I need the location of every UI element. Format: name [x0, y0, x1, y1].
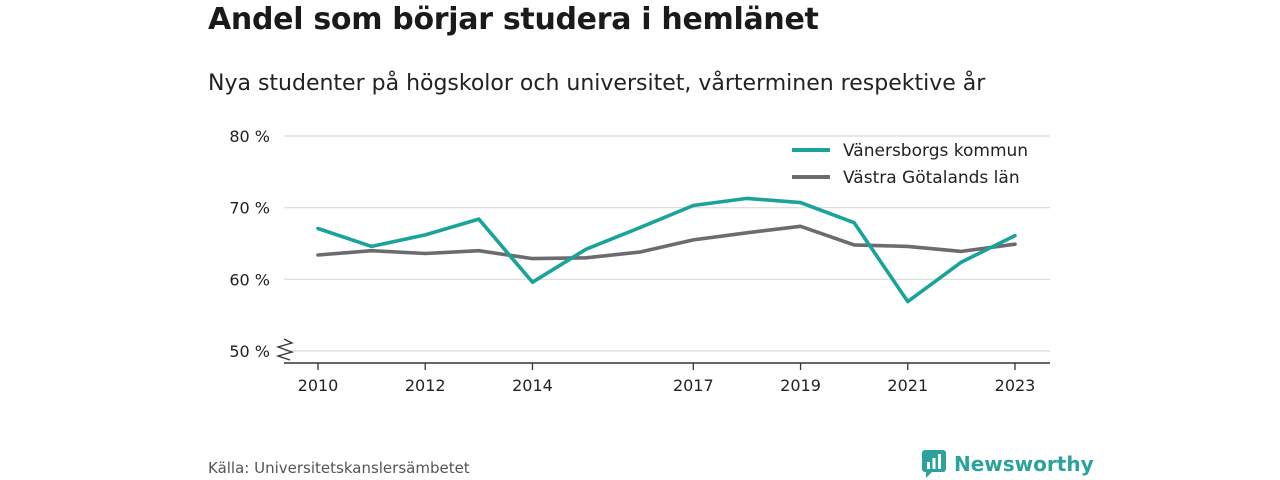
x-tick-label: 2019 [780, 376, 821, 395]
y-tick-label: 70 % [229, 199, 270, 218]
y-tick-label: 80 % [229, 127, 270, 146]
brand-name: Newsworthy [954, 452, 1094, 476]
x-tick-label: 2021 [887, 376, 928, 395]
x-tick-label: 2014 [512, 376, 553, 395]
brand-logo: Newsworthy [922, 450, 1094, 478]
x-tick-label: 2010 [298, 376, 339, 395]
bar-chart-speech-bubble-icon [922, 450, 946, 478]
zigzag-break-icon [275, 338, 295, 361]
x-tick-label: 2012 [405, 376, 446, 395]
chart-title: Andel som börjar studera i hemlänet [208, 2, 819, 37]
x-tick-label: 2023 [995, 376, 1036, 395]
y-tick-label: 60 % [229, 270, 270, 289]
y-tick-label: 50 % [229, 342, 270, 361]
chart-subtitle: Nya studenter på högskolor och universit… [208, 71, 986, 96]
x-tick-label: 2017 [673, 376, 714, 395]
legend-label: Vänersborgs kommun [843, 141, 1028, 161]
source-note: Källa: Universitetskanslersämbetet [208, 459, 470, 477]
line-chart: 50 % 60 % 70 % 80 % 2010 2012 2014 2017 2019 2021… [229, 127, 1050, 395]
legend-label: Västra Götalands län [843, 168, 1020, 188]
series-line-2 [316, 224, 1017, 261]
series-line-1 [316, 196, 1017, 304]
